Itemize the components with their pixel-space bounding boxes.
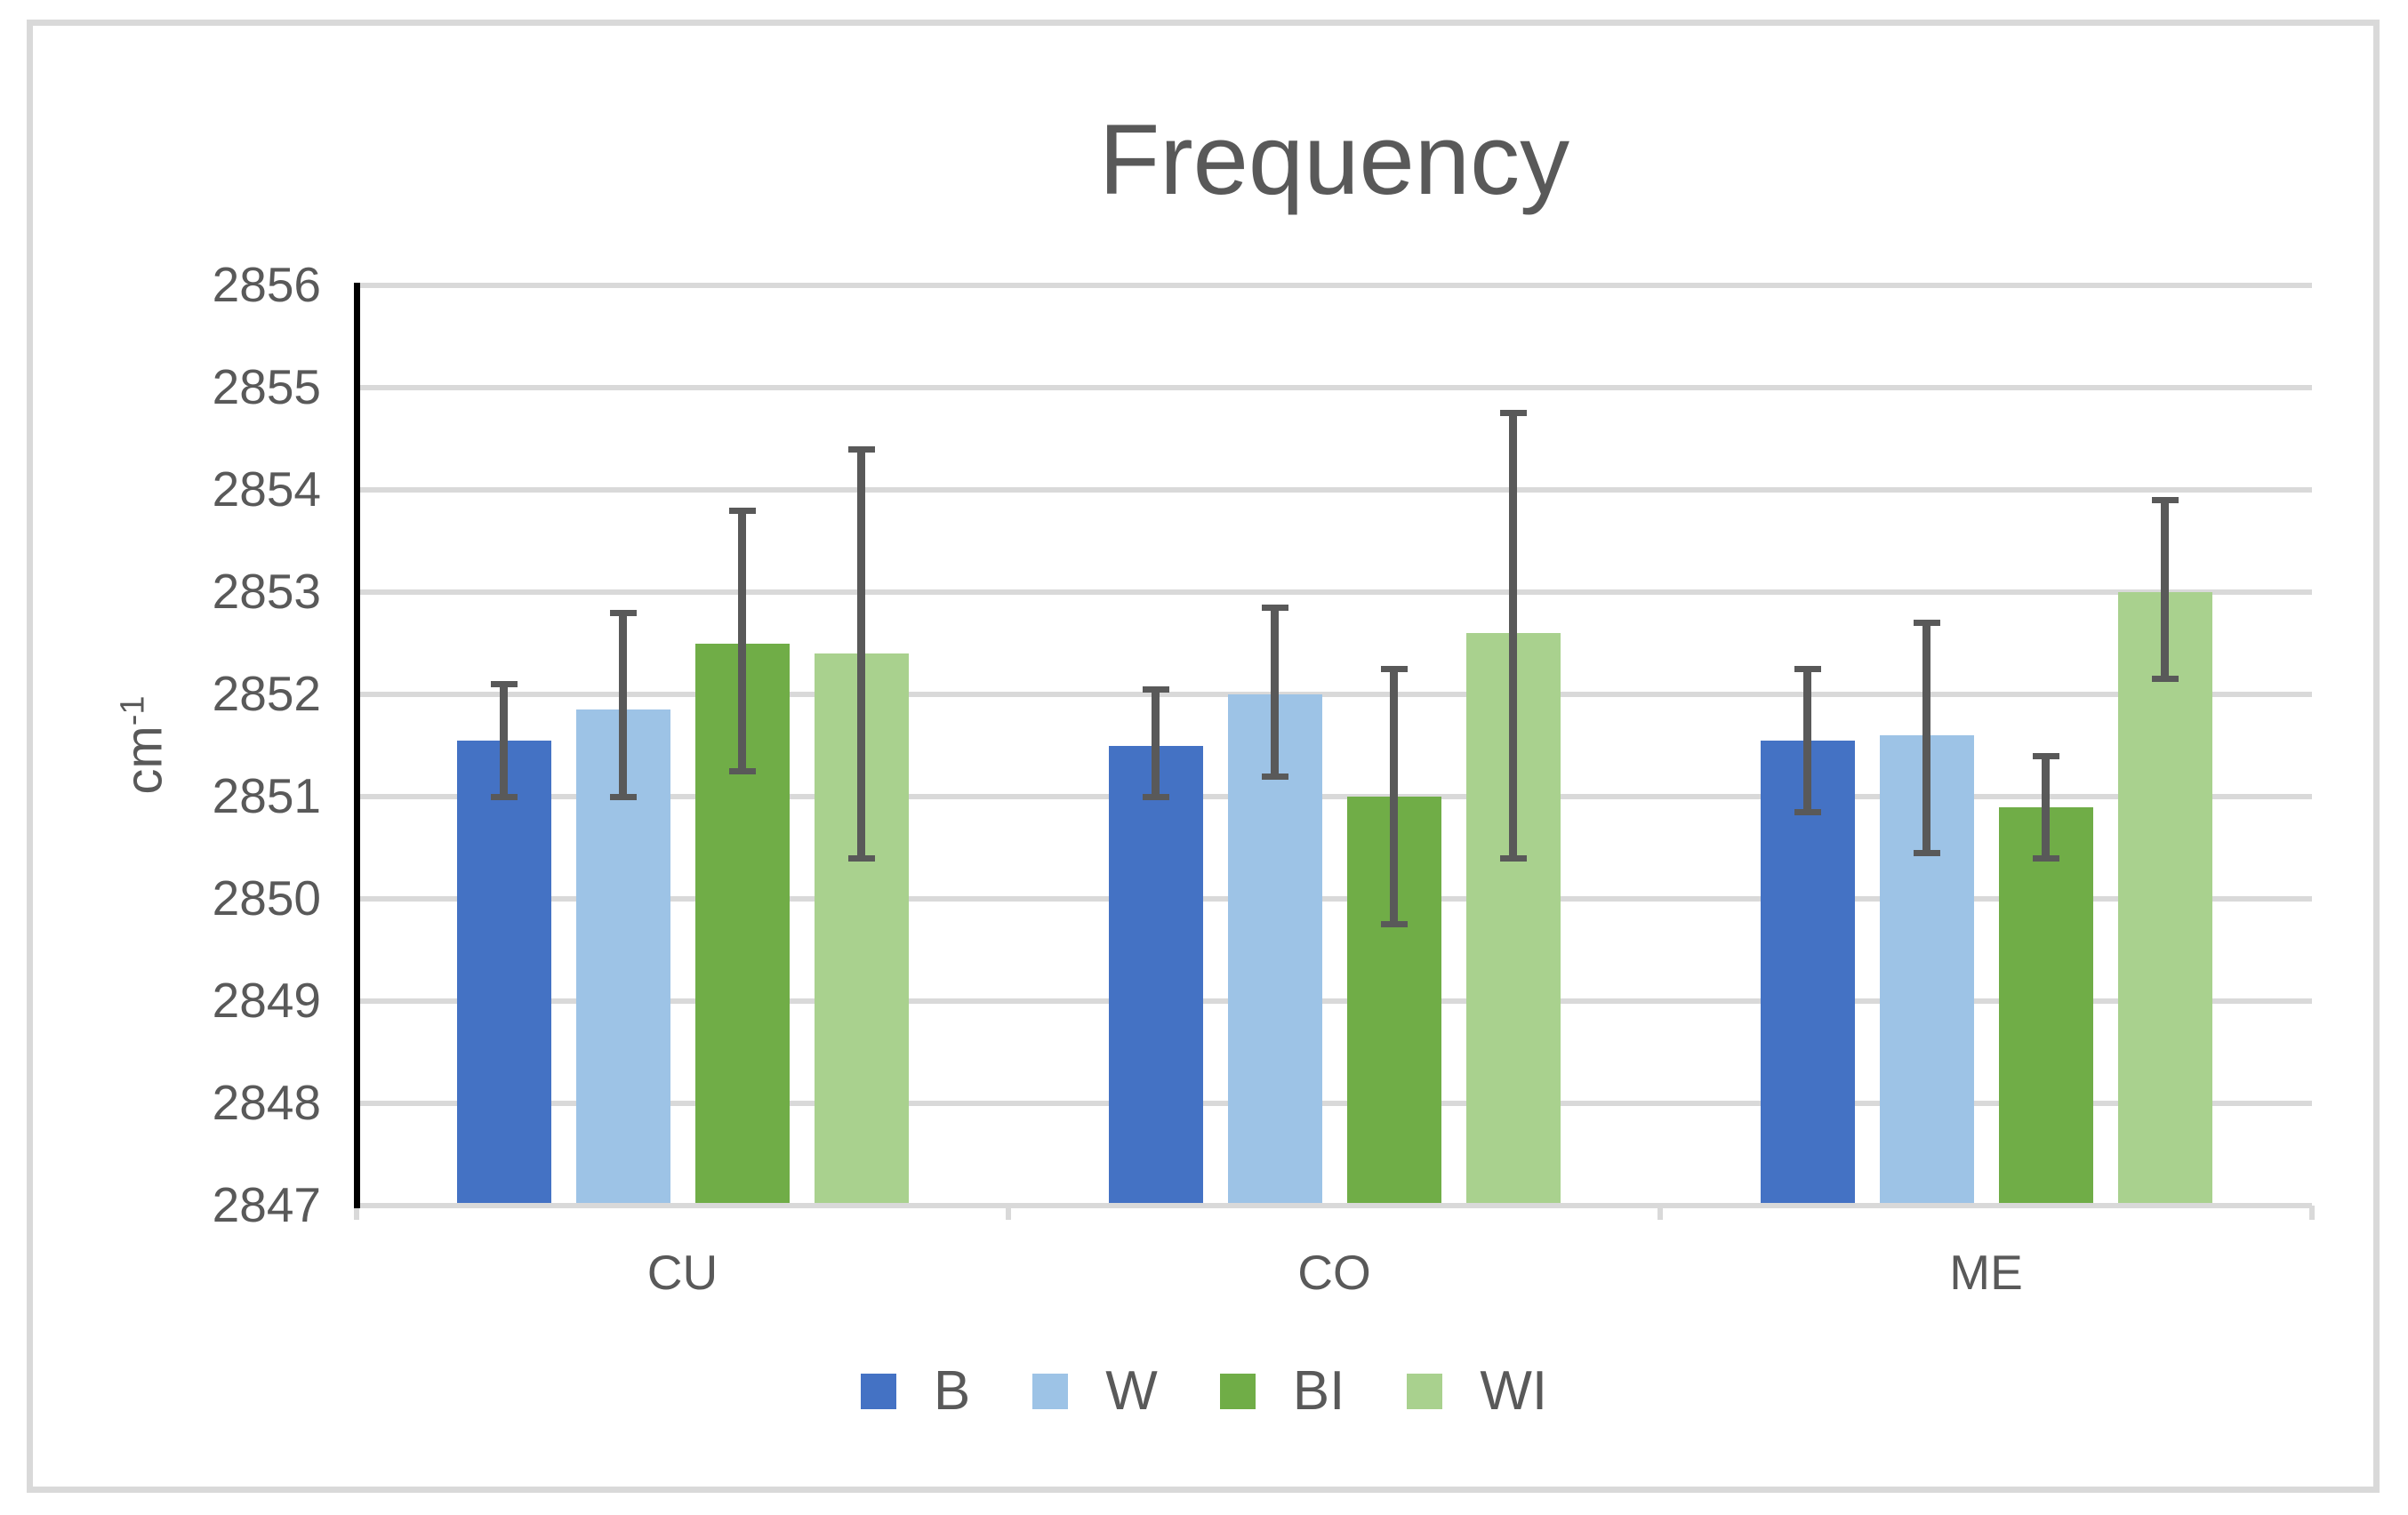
legend-item-WI: WI bbox=[1407, 1364, 1547, 1419]
error-bar-line-B-CO bbox=[1152, 689, 1160, 797]
error-bar-cap-top-W-CU bbox=[609, 609, 637, 616]
error-bar-cap-bottom-B-CO bbox=[1142, 793, 1169, 800]
x-axis-label-CU: CU bbox=[646, 1245, 718, 1300]
x-axis-boundary-tick bbox=[354, 1206, 359, 1220]
error-bar-cap-top-BI-CU bbox=[728, 507, 756, 514]
x-axis-boundary-tick bbox=[1006, 1206, 1011, 1220]
error-bar-cap-bottom-WI-ME bbox=[2151, 676, 2179, 683]
y-tick-label: 2849 bbox=[212, 973, 321, 1028]
error-bar-cap-bottom-WI-CU bbox=[847, 854, 875, 862]
y-axis-line bbox=[354, 283, 360, 1208]
error-bar-line-W-ME bbox=[1922, 622, 1930, 854]
gridline bbox=[357, 794, 2312, 799]
error-bar-cap-bottom-W-CU bbox=[609, 793, 637, 800]
x-axis-boundary-tick bbox=[1658, 1206, 1663, 1220]
error-bar-cap-bottom-WI-CO bbox=[1499, 854, 1527, 862]
y-tick-label: 2856 bbox=[212, 257, 321, 312]
error-bar-line-WI-ME bbox=[2161, 500, 2169, 679]
legend-label-W: W bbox=[1105, 1360, 1158, 1422]
gridline bbox=[357, 283, 2312, 288]
error-bar-cap-top-BI-CO bbox=[1380, 665, 1408, 672]
bar-B-CU bbox=[456, 740, 551, 1206]
y-tick-label: 2847 bbox=[212, 1177, 321, 1232]
bar-W-CO bbox=[1227, 694, 1322, 1206]
gridline bbox=[357, 896, 2312, 902]
bar-WI-ME bbox=[2117, 592, 2212, 1206]
gridline bbox=[357, 998, 2312, 1004]
bar-B-CO bbox=[1108, 745, 1203, 1206]
error-bar-line-BI-CU bbox=[738, 510, 746, 772]
gridline bbox=[357, 692, 2312, 697]
error-bar-cap-top-B-ME bbox=[1794, 665, 1821, 672]
y-tick-label: 2848 bbox=[212, 1075, 321, 1130]
error-bar-line-WI-CU bbox=[857, 449, 865, 858]
gridline bbox=[357, 589, 2312, 595]
y-tick-label: 2853 bbox=[212, 564, 321, 619]
error-bar-cap-bottom-BI-ME bbox=[2032, 854, 2059, 862]
bar-BI-ME bbox=[1998, 806, 2093, 1206]
error-bar-cap-top-W-CO bbox=[1261, 604, 1288, 611]
bar-B-ME bbox=[1760, 740, 1855, 1206]
legend-swatch-W bbox=[1032, 1374, 1069, 1409]
error-bar-cap-top-BI-ME bbox=[2032, 752, 2059, 759]
error-bar-line-W-CU bbox=[619, 613, 627, 797]
error-bar-cap-top-W-ME bbox=[1913, 620, 1940, 626]
error-bar-cap-bottom-W-CO bbox=[1261, 773, 1288, 780]
legend-item-BI: BI bbox=[1219, 1360, 1345, 1422]
chart-border bbox=[27, 20, 2380, 1493]
y-tick-label: 2851 bbox=[212, 768, 321, 823]
legend-swatch-B bbox=[860, 1374, 896, 1409]
gridline bbox=[357, 1101, 2312, 1106]
error-bar-line-BI-CO bbox=[1390, 669, 1398, 925]
error-bar-line-B-ME bbox=[1803, 669, 1811, 813]
error-bar-cap-top-WI-CO bbox=[1499, 410, 1527, 417]
legend-label-WI: WI bbox=[1480, 1360, 1548, 1422]
x-axis-boundary-tick bbox=[2309, 1206, 2315, 1220]
error-bar-cap-bottom-W-ME bbox=[1913, 849, 1940, 856]
error-bar-cap-bottom-B-CU bbox=[490, 793, 518, 800]
legend-swatch-WI bbox=[1407, 1374, 1443, 1409]
legend-label-BI: BI bbox=[1292, 1360, 1345, 1422]
y-tick-label: 2850 bbox=[212, 870, 321, 926]
error-bar-cap-top-WI-CU bbox=[847, 445, 875, 453]
y-tick-label: 2852 bbox=[212, 666, 321, 721]
error-bar-cap-bottom-BI-CU bbox=[728, 767, 756, 774]
y-tick-label: 2855 bbox=[212, 359, 321, 414]
error-bar-cap-top-B-CO bbox=[1142, 685, 1169, 693]
x-axis-line bbox=[357, 1203, 2312, 1208]
error-bar-cap-bottom-BI-CO bbox=[1380, 921, 1408, 928]
y-tick-label: 2854 bbox=[212, 461, 321, 517]
error-bar-cap-top-WI-ME bbox=[2151, 497, 2179, 503]
error-bar-cap-top-B-CU bbox=[490, 681, 518, 687]
x-axis-label-CO: CO bbox=[1297, 1245, 1371, 1300]
x-axis-label-ME: ME bbox=[1949, 1245, 2023, 1300]
legend-item-W: W bbox=[1032, 1364, 1158, 1419]
gridline bbox=[357, 385, 2312, 390]
error-bar-line-W-CO bbox=[1271, 607, 1279, 776]
error-bar-line-BI-ME bbox=[2042, 756, 2050, 858]
gridline bbox=[357, 487, 2312, 493]
legend-label-B: B bbox=[933, 1360, 971, 1422]
chart-title: Frequency bbox=[1098, 104, 1570, 215]
error-bar-line-B-CU bbox=[500, 684, 508, 797]
error-bar-line-WI-CO bbox=[1509, 413, 1517, 858]
error-bar-cap-bottom-B-ME bbox=[1794, 808, 1821, 815]
legend: B W BI WI bbox=[0, 1364, 2408, 1419]
legend-swatch-BI bbox=[1219, 1374, 1256, 1409]
legend-item-B: B bbox=[860, 1360, 971, 1422]
